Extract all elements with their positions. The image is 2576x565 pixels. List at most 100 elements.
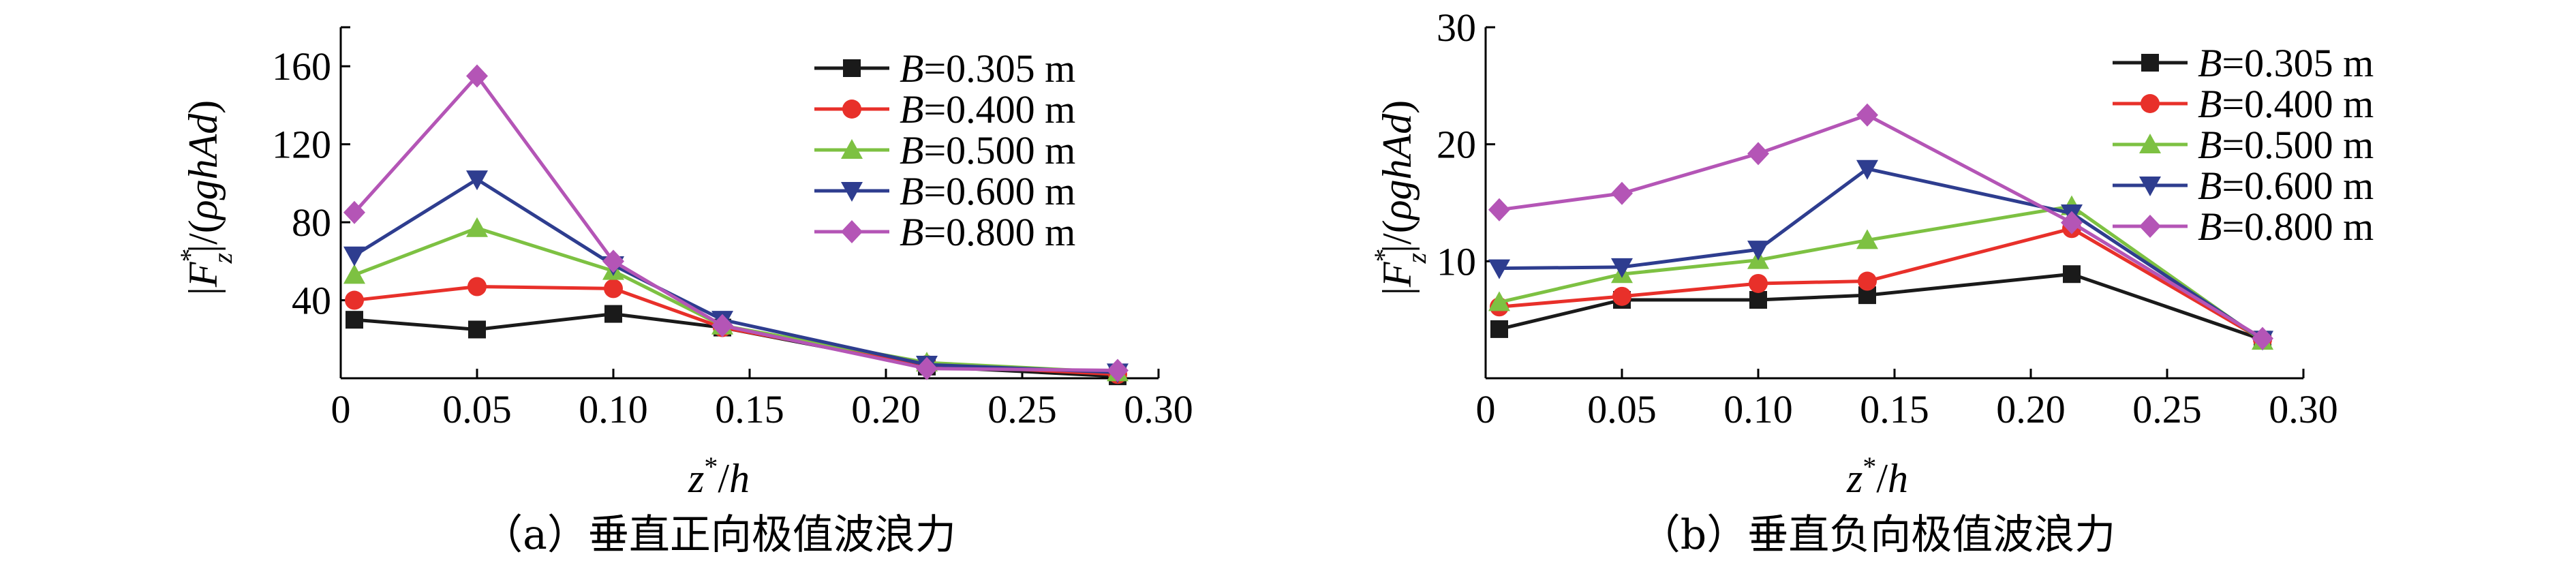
data-point [466, 217, 488, 237]
y-axis-label-a: |F*z|/(ρghAd) [174, 100, 238, 295]
data-point [1488, 198, 1510, 222]
x-tick-label: 0.10 [1723, 387, 1793, 431]
x-axis-label-b: z*/h [1846, 451, 1908, 501]
series-line [1499, 272, 2263, 341]
chart-panel-a: |F*z|/(ρghAd) z*/h 0 0.05 0.10 0.15 0.20 0.25… [174, 26, 1193, 501]
legend-entry: B=0.400 m [2113, 82, 2374, 126]
legend-entry: B=0.305 m [2113, 41, 2374, 85]
series-line [1499, 167, 2264, 341]
y-tick-label: 80 [292, 200, 331, 245]
legend-label: B=0.500 m [2198, 123, 2374, 167]
legend-entry: B=0.800 m [814, 210, 1075, 254]
x-tick-label: 0.15 [1860, 387, 1929, 431]
data-point [604, 279, 623, 299]
legend-entry: B=0.800 m [2113, 204, 2374, 249]
legend-entry: B=0.400 m [814, 87, 1075, 132]
data-point [1107, 358, 1129, 382]
x-tick-label: 0.05 [1587, 387, 1657, 431]
legend-label: B=0.800 m [900, 210, 1075, 254]
data-point [1856, 159, 1878, 180]
data-point [1611, 181, 1633, 205]
x-tick-label: 0.15 [715, 387, 784, 431]
x-axis-label-a: z*/h [688, 451, 750, 501]
series-B=0.600 m [1488, 159, 2273, 351]
data-point [1749, 290, 1767, 309]
data-point [1858, 271, 1877, 291]
legend-label: B=0.400 m [900, 87, 1075, 132]
x-tick-label: 0.10 [579, 387, 648, 431]
data-point [1747, 142, 1769, 166]
data-point [346, 311, 363, 329]
x-tick-label: 0.05 [442, 387, 512, 431]
y-tick-label: 30 [1437, 5, 1476, 50]
legend-marker [2139, 177, 2161, 196]
x-tick-label: 0.25 [987, 387, 1057, 431]
x-tick-label: 0.30 [2269, 387, 2338, 431]
chart-panel-b: |F*z|/(ρghAd) z*/h 0 0.05 0.10 0.15 0.20 0.25… [1368, 5, 2374, 501]
x-tick-label: 0.20 [1996, 387, 2066, 431]
data-point [711, 314, 733, 337]
data-point [343, 246, 365, 266]
legend-label: B=0.305 m [2198, 41, 2374, 85]
data-point [1856, 229, 1878, 249]
y-tick-label: 120 [272, 123, 331, 167]
legend-marker [841, 139, 863, 159]
data-point [2063, 265, 2081, 284]
data-point [1490, 320, 1508, 338]
legend-marker [2139, 134, 2161, 153]
data-point [467, 277, 487, 296]
data-point [602, 249, 624, 273]
legend-marker [2141, 54, 2159, 72]
legend-entry: B=0.600 m [814, 169, 1075, 213]
x-tick-label: 0 [331, 387, 351, 431]
svg-text:|F*z|/(ρghAd): |F*z|/(ρghAd) [1368, 100, 1432, 295]
data-point [604, 305, 622, 323]
data-point [468, 320, 486, 339]
caption-b: （b）垂直负向极值波浪力 [1640, 511, 2115, 559]
legend-entry: B=0.600 m [2113, 164, 2374, 208]
x-tick-label: 0.30 [1124, 387, 1193, 431]
legend-marker [842, 100, 861, 119]
series-B=0.305 m [346, 305, 1126, 386]
data-point [1749, 273, 1768, 293]
data-point [2061, 211, 2083, 234]
caption-a: （a）垂直正向极值波浪力 [482, 511, 956, 559]
series-line [1499, 113, 2264, 340]
svg-text:|F*z|/(ρghAd): |F*z|/(ρghAd) [174, 100, 238, 295]
data-point [1611, 258, 1633, 278]
data-point [1488, 259, 1510, 279]
y-axis-label-b: |F*z|/(ρghAd) [1368, 100, 1432, 295]
series-B=0.800 m [343, 64, 1129, 382]
data-point [1612, 286, 1631, 306]
x-tick-label: 0.20 [851, 387, 921, 431]
svg-text:z*/h: z*/h [688, 451, 750, 501]
legend-entry: B=0.500 m [2113, 123, 2374, 167]
data-point [1488, 291, 1510, 311]
data-point [345, 290, 364, 310]
series-line [353, 73, 1118, 373]
y-tick-label: 20 [1437, 123, 1476, 167]
x-tick-label: 0.25 [2132, 387, 2202, 431]
y-tick-label: 10 [1437, 239, 1476, 284]
data-point [1856, 103, 1878, 127]
legend-label: B=0.800 m [2198, 204, 2374, 249]
legend-marker [2141, 94, 2160, 113]
legend-marker [841, 182, 863, 202]
data-point [1747, 241, 1769, 261]
legend-label: B=0.305 m [900, 46, 1075, 91]
legend-entry: B=0.500 m [814, 128, 1075, 172]
legend-marker [2139, 215, 2161, 238]
series-B=0.800 m [1488, 103, 2273, 350]
y-tick-label: 160 [272, 44, 331, 89]
legend-label: B=0.600 m [2198, 164, 2374, 208]
svg-text:z*/h: z*/h [1846, 451, 1908, 501]
data-point [343, 200, 365, 224]
series-line [1499, 204, 2264, 343]
data-point [466, 64, 488, 88]
legend-marker [843, 59, 861, 77]
y-tick-label: 40 [292, 279, 331, 323]
data-point [916, 356, 938, 380]
legend-label: B=0.400 m [2198, 82, 2374, 126]
legend-entry: B=0.305 m [814, 46, 1075, 91]
